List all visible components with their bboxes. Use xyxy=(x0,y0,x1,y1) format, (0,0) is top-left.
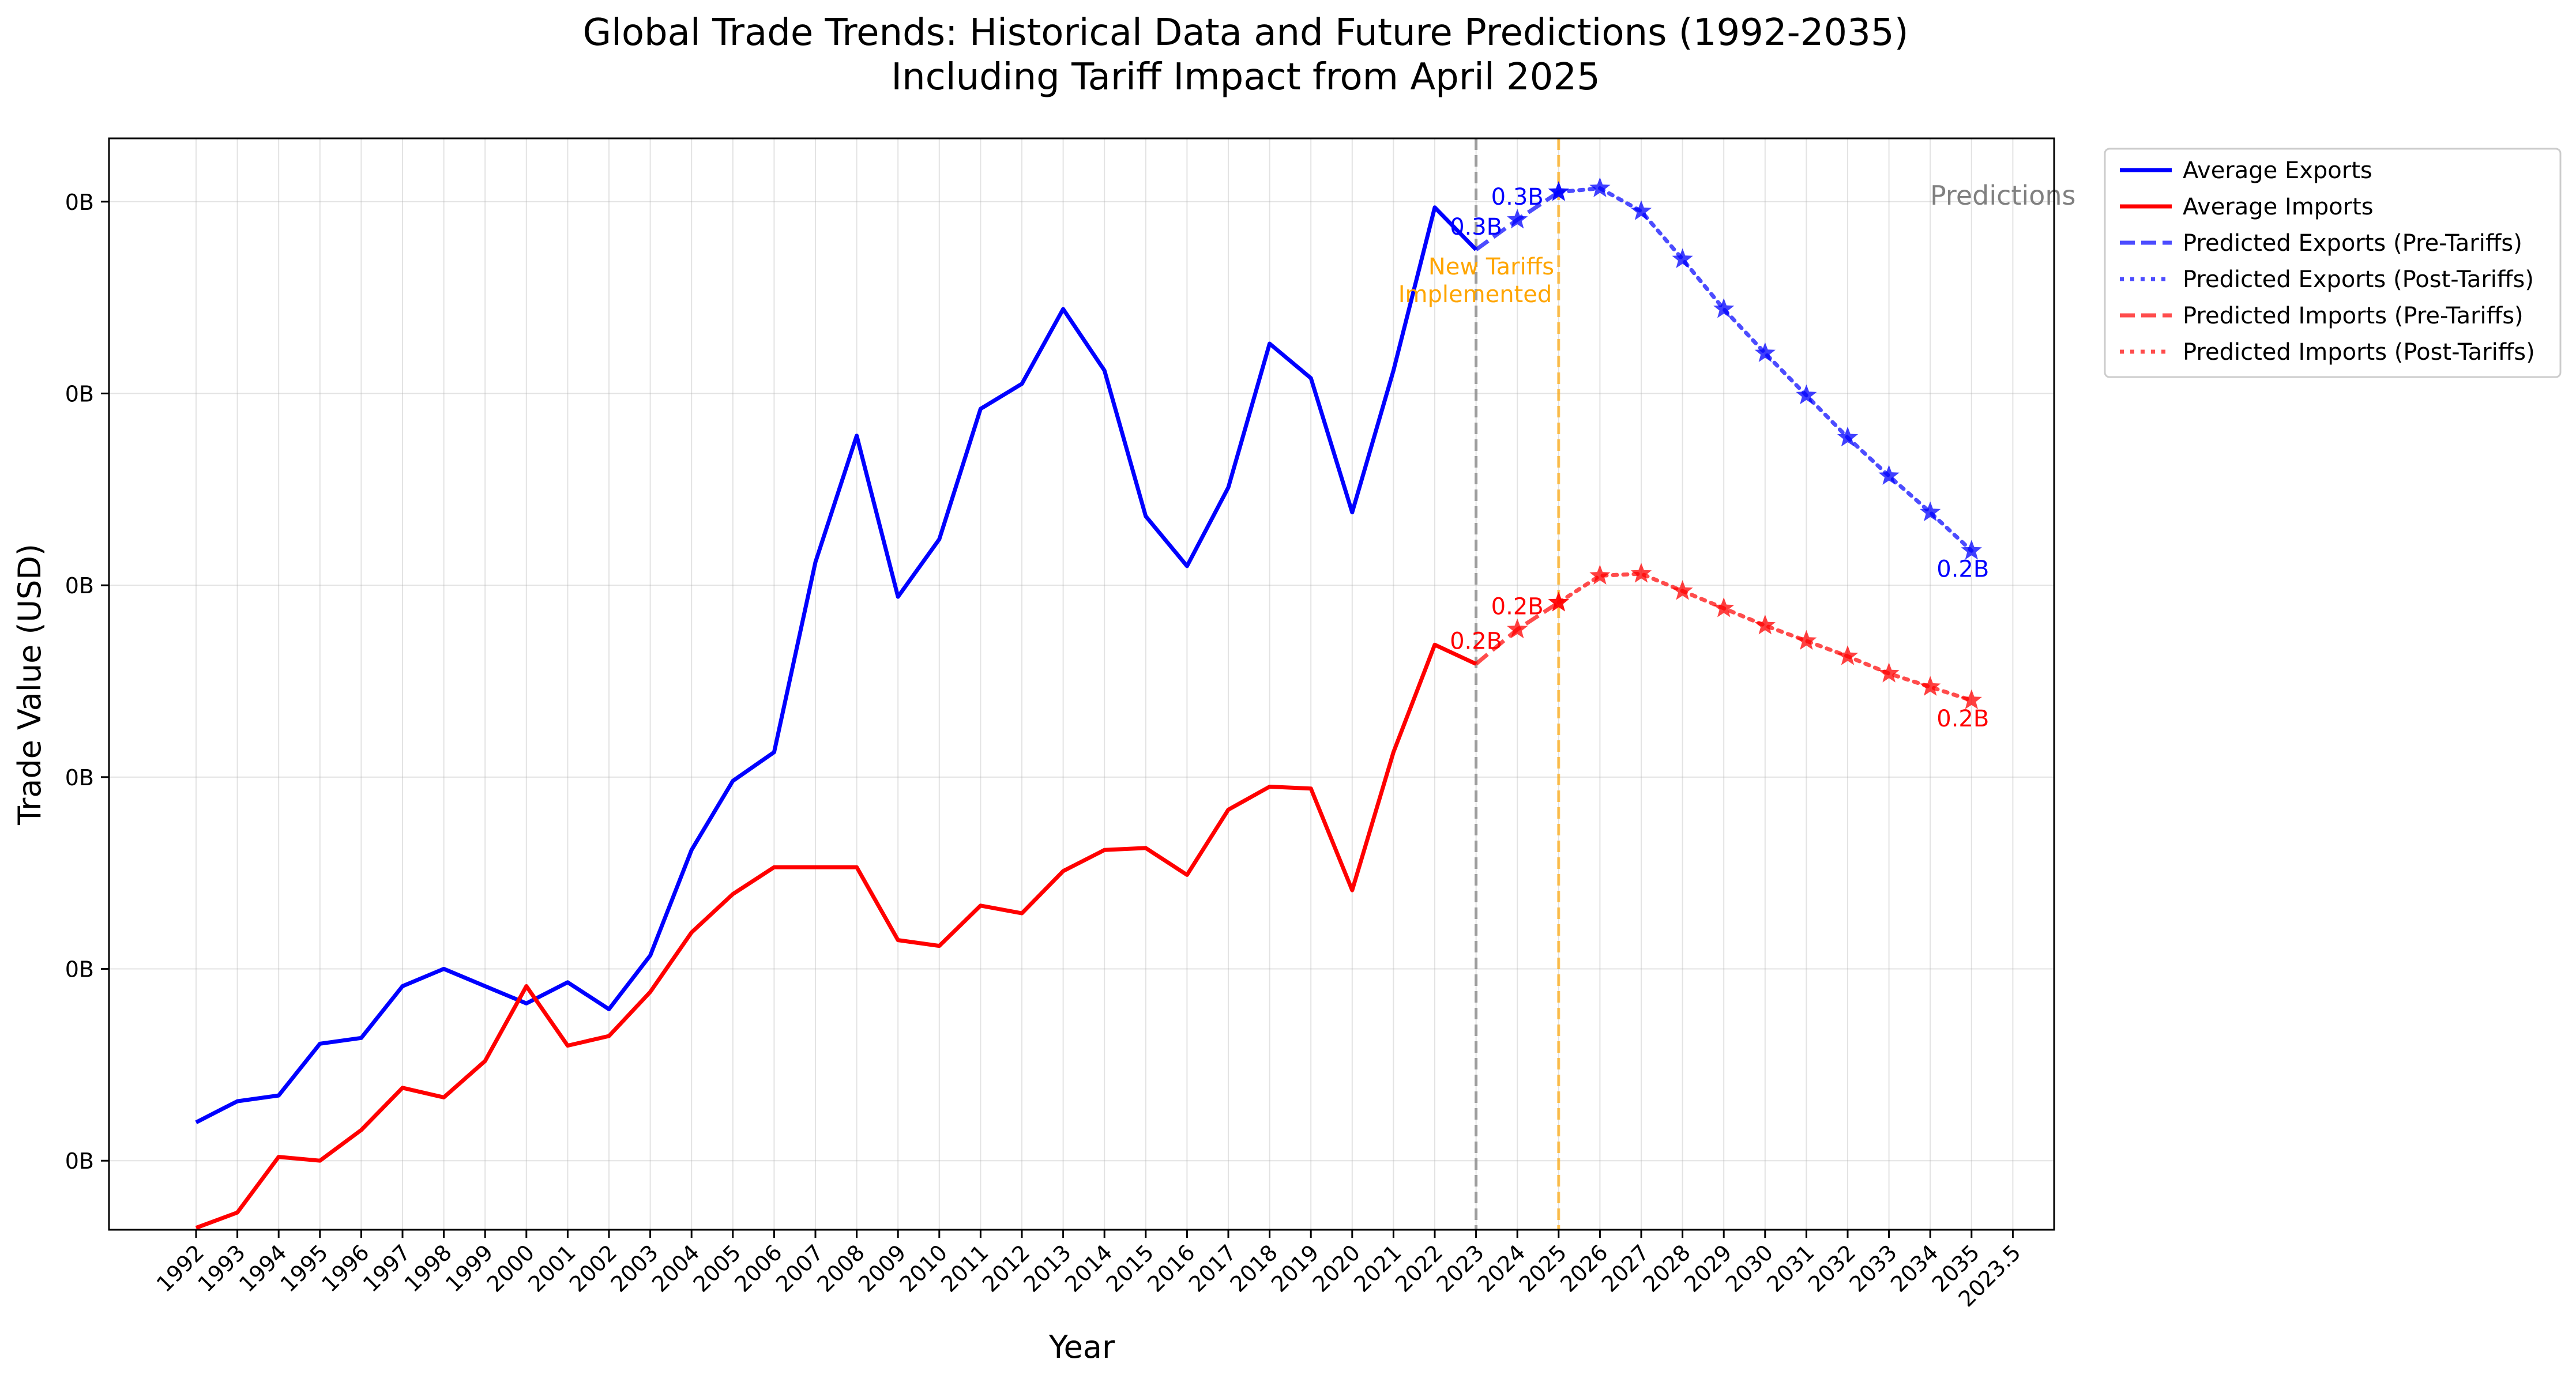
star-marker xyxy=(1507,209,1528,229)
y-tick-label: 0B xyxy=(65,1148,94,1174)
star-marker xyxy=(1837,427,1859,447)
predictions-annotation: Predictions xyxy=(1930,180,2075,211)
x-axis-label: Year xyxy=(1048,1329,1115,1365)
star-marker xyxy=(1837,645,1859,665)
star-marker xyxy=(1754,615,1776,635)
star-marker xyxy=(1672,248,1693,268)
y-tick-label: 0B xyxy=(65,765,94,790)
data-labels: 0.3B 0.3B 0.2B 0.2B 0.2B 0.2B xyxy=(1450,184,1989,732)
star-marker xyxy=(1920,676,1941,696)
star-marker xyxy=(1713,298,1735,318)
star-marker xyxy=(1589,177,1611,197)
series-line-average-exports xyxy=(195,205,1478,1124)
series-line-average-imports xyxy=(195,642,1477,1230)
y-axis-label: Trade Value (USD) xyxy=(12,544,48,826)
star-marker xyxy=(1920,501,1941,522)
star-marker xyxy=(1796,630,1817,650)
prediction-markers xyxy=(1507,177,1982,710)
tariff-annotation-line2: Implemented xyxy=(1398,281,1552,308)
legend-label-pred-imports-post: Predicted Imports (Post-Tariffs) xyxy=(2183,339,2535,366)
series-line-predicted-imports-post-tariffs xyxy=(1556,571,1974,703)
data-label: 0.2B xyxy=(1450,628,1502,655)
legend-label-exports: Average Exports xyxy=(2183,157,2372,184)
star-marker xyxy=(1796,384,1817,405)
star-marker xyxy=(1961,689,1982,710)
star-marker xyxy=(1507,618,1528,639)
grid xyxy=(109,138,2054,1230)
tariff-annotation-line1: New Tariffs xyxy=(1428,254,1554,280)
star-marker xyxy=(1548,592,1569,612)
plot-frame xyxy=(108,137,2055,1231)
chart-title-line2: Including Tariff Impact from April 2025 xyxy=(891,56,1600,99)
chart-title-line1: Global Trade Trends: Historical Data and… xyxy=(582,12,1908,54)
legend-label-imports: Average Imports xyxy=(2183,194,2374,220)
star-marker xyxy=(1630,563,1652,583)
data-label: 0.3B xyxy=(1491,184,1544,210)
star-marker xyxy=(1589,564,1611,585)
legend: Average Exports Average Imports Predicte… xyxy=(2104,148,2562,378)
legend-label-pred-exports-pre: Predicted Exports (Pre-Tariffs) xyxy=(2183,230,2522,257)
y-axis-ticks: 0B 0B 0B 0B 0B 0B xyxy=(65,190,109,1174)
series-line-predicted-exports-post-tariffs xyxy=(1556,186,1974,553)
data-label: 0.2B xyxy=(1936,706,1989,732)
legend-label-pred-imports-pre: Predicted Imports (Pre-Tariffs) xyxy=(2183,303,2524,329)
star-marker xyxy=(1961,540,1982,560)
star-marker xyxy=(1548,181,1569,201)
legend-frame xyxy=(2104,148,2562,378)
star-marker xyxy=(1878,662,1900,683)
star-marker xyxy=(1672,580,1693,600)
data-label: 0.2B xyxy=(1491,594,1544,620)
data-label: 0.3B xyxy=(1450,214,1502,240)
star-marker xyxy=(1713,597,1735,617)
star-marker xyxy=(1878,465,1900,485)
data-label: 0.2B xyxy=(1936,556,1989,582)
y-tick-label: 0B xyxy=(65,190,94,215)
y-tick-label: 0B xyxy=(65,381,94,406)
star-marker xyxy=(1754,342,1776,362)
y-tick-label: 0B xyxy=(65,573,94,598)
legend-label-pred-exports-post: Predicted Exports (Post-Tariffs) xyxy=(2183,266,2534,293)
star-marker xyxy=(1630,200,1652,220)
reference-lines xyxy=(1475,138,1560,1230)
y-tick-label: 0B xyxy=(65,957,94,982)
